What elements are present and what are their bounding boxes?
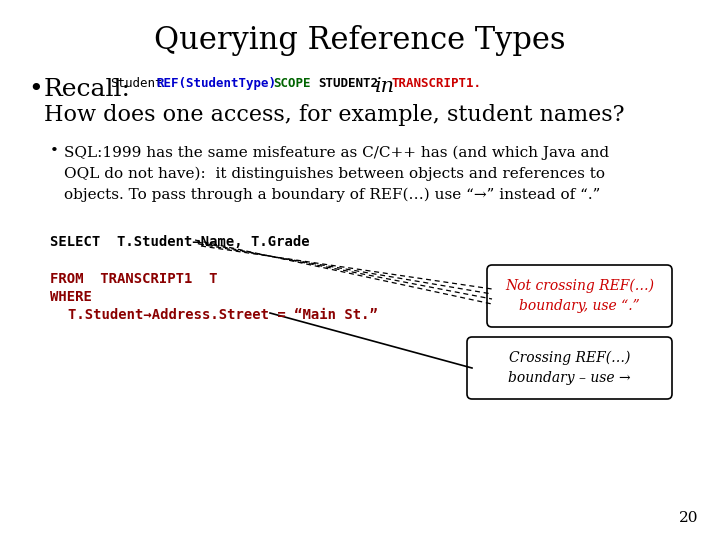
- Text: SELECT  T.Student→Name, T.Grade: SELECT T.Student→Name, T.Grade: [50, 235, 310, 249]
- FancyBboxPatch shape: [467, 337, 672, 399]
- Text: •: •: [28, 78, 42, 101]
- Text: •: •: [50, 144, 59, 158]
- FancyBboxPatch shape: [487, 265, 672, 327]
- Text: T.Student→Address.Street = “Main St.”: T.Student→Address.Street = “Main St.”: [68, 308, 378, 322]
- Text: REF(StudentType): REF(StudentType): [156, 77, 276, 90]
- Text: FROM  TRANSCRIPT1  T: FROM TRANSCRIPT1 T: [50, 272, 217, 286]
- Text: Crossing REF(…)
boundary – use →: Crossing REF(…) boundary – use →: [508, 351, 631, 385]
- Text: STUDENT2: STUDENT2: [318, 77, 378, 90]
- Text: 20: 20: [678, 511, 698, 525]
- Text: How does one access, for example, student names?: How does one access, for example, studen…: [44, 104, 624, 126]
- Text: SCOPE: SCOPE: [273, 77, 310, 90]
- Text: TRANSCRIPT1.: TRANSCRIPT1.: [392, 77, 482, 90]
- Text: Not crossing REF(…)
boundary, use “.”: Not crossing REF(…) boundary, use “.”: [505, 279, 654, 313]
- Text: Recall:: Recall:: [44, 78, 131, 101]
- Text: SQL:1999 has the same misfeature as C/C++ has (and which Java and
OQL do not hav: SQL:1999 has the same misfeature as C/C+…: [64, 146, 609, 202]
- Text: Querying Reference Types: Querying Reference Types: [154, 25, 566, 56]
- Text: WHERE: WHERE: [50, 290, 92, 304]
- Text: in: in: [375, 77, 395, 96]
- Text: Student: Student: [110, 77, 163, 90]
